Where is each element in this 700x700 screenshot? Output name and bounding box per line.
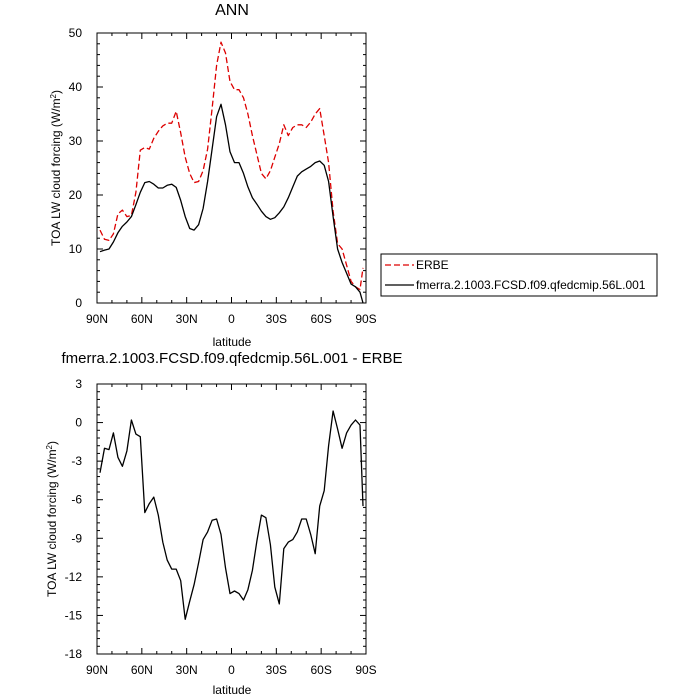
top-xtick-label-1: 60N <box>131 312 153 326</box>
bottom-xtick-label-5: 60S <box>310 663 331 677</box>
top-panel-frame <box>96 32 367 304</box>
top-xtick-label-5: 60S <box>310 312 331 326</box>
bottom-series-line-0 <box>99 410 364 620</box>
bottom-xtick-label-4: 30S <box>266 663 287 677</box>
bottom-xtick-label-3: 0 <box>228 663 235 677</box>
bottom-panel-ylabel: TOA LW cloud forcing (W/m2) <box>45 441 59 597</box>
top-panel-title: ANN <box>215 2 249 19</box>
top-xtick-label-4: 30S <box>266 312 287 326</box>
top-ytick-label-0: 0 <box>75 296 82 310</box>
legend-box <box>380 253 658 297</box>
legend: ERBE fmerra.2.1003.FCSD.f09.qfedcmip.56L… <box>380 253 658 297</box>
top-xtick-label-2: 30N <box>176 312 198 326</box>
bottom-ytick-label-5: -3 <box>71 454 82 468</box>
legend-label-erbe: ERBE <box>416 258 449 272</box>
bottom-xtick-label-6: 90S <box>355 663 376 677</box>
bottom-ytick-label-4: -6 <box>71 493 82 507</box>
top-panel-xlabel: latitude <box>213 335 252 349</box>
bottom-panel: fmerra.2.1003.FCSD.f09.qfedcmip.56L.001 … <box>45 350 403 697</box>
top-ytick-label-4: 40 <box>69 80 83 94</box>
top-panel-ylabel: TOA LW cloud forcing (W/m2) <box>49 90 63 246</box>
bottom-ytick-label-3: -9 <box>71 531 82 545</box>
top-ytick-label-2: 20 <box>69 188 83 202</box>
top-ytick-label-1: 10 <box>69 242 83 256</box>
bottom-panel-xlabel: latitude <box>213 683 252 697</box>
top-panel: ANN 90N 60N 30N 0 30S 60S 90S 0 10 20 30 40 50 latit… <box>49 2 377 349</box>
bottom-panel-title: fmerra.2.1003.FCSD.f09.qfedcmip.56L.001 … <box>61 350 402 367</box>
top-series-line-0 <box>99 41 364 291</box>
top-series-line-1 <box>99 103 364 304</box>
bottom-panel-frame <box>96 383 367 655</box>
bottom-xtick-label-2: 30N <box>176 663 198 677</box>
bottom-xtick-label-0: 90N <box>86 663 108 677</box>
top-ytick-label-3: 30 <box>69 134 83 148</box>
top-ytick-label-5: 50 <box>69 26 83 40</box>
bottom-ytick-label-6: 0 <box>75 416 82 430</box>
bottom-ytick-label-2: -12 <box>65 570 83 584</box>
bottom-ytick-label-1: -15 <box>65 608 83 622</box>
bottom-ytick-label-0: -18 <box>65 647 83 661</box>
bottom-ytick-label-7: 3 <box>75 377 82 391</box>
legend-label-model: fmerra.2.1003.FCSD.f09.qfedcmip.56L.001 <box>416 278 646 292</box>
bottom-xtick-label-1: 60N <box>131 663 153 677</box>
top-xtick-label-0: 90N <box>86 312 108 326</box>
top-xtick-label-3: 0 <box>228 312 235 326</box>
top-xtick-label-6: 90S <box>355 312 376 326</box>
